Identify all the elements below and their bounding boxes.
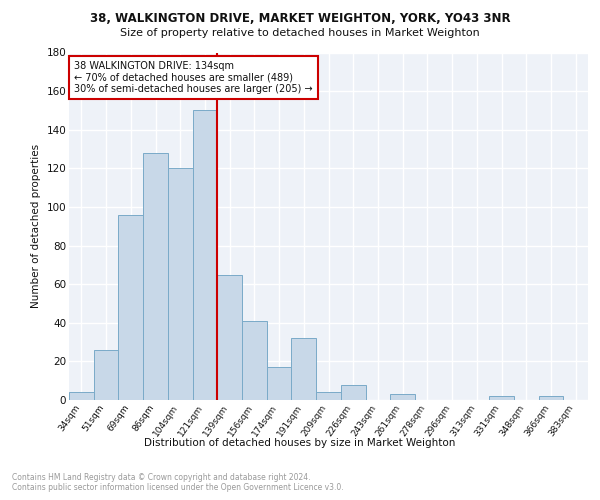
Bar: [292, 338, 316, 400]
Bar: [242, 321, 267, 400]
Bar: [341, 384, 365, 400]
Text: Size of property relative to detached houses in Market Weighton: Size of property relative to detached ho…: [120, 28, 480, 38]
Bar: [118, 214, 143, 400]
Text: Contains HM Land Registry data © Crown copyright and database right 2024.
Contai: Contains HM Land Registry data © Crown c…: [12, 472, 344, 492]
Bar: [316, 392, 341, 400]
Bar: [267, 367, 292, 400]
Bar: [489, 396, 514, 400]
Bar: [69, 392, 94, 400]
Y-axis label: Number of detached properties: Number of detached properties: [31, 144, 41, 308]
Bar: [94, 350, 118, 400]
Bar: [390, 394, 415, 400]
Text: 38, WALKINGTON DRIVE, MARKET WEIGHTON, YORK, YO43 3NR: 38, WALKINGTON DRIVE, MARKET WEIGHTON, Y…: [89, 12, 511, 26]
Bar: [539, 396, 563, 400]
Text: 38 WALKINGTON DRIVE: 134sqm
← 70% of detached houses are smaller (489)
30% of se: 38 WALKINGTON DRIVE: 134sqm ← 70% of det…: [74, 61, 313, 94]
Bar: [168, 168, 193, 400]
Bar: [217, 274, 242, 400]
Text: Distribution of detached houses by size in Market Weighton: Distribution of detached houses by size …: [145, 438, 455, 448]
Bar: [193, 110, 217, 400]
Bar: [143, 153, 168, 400]
